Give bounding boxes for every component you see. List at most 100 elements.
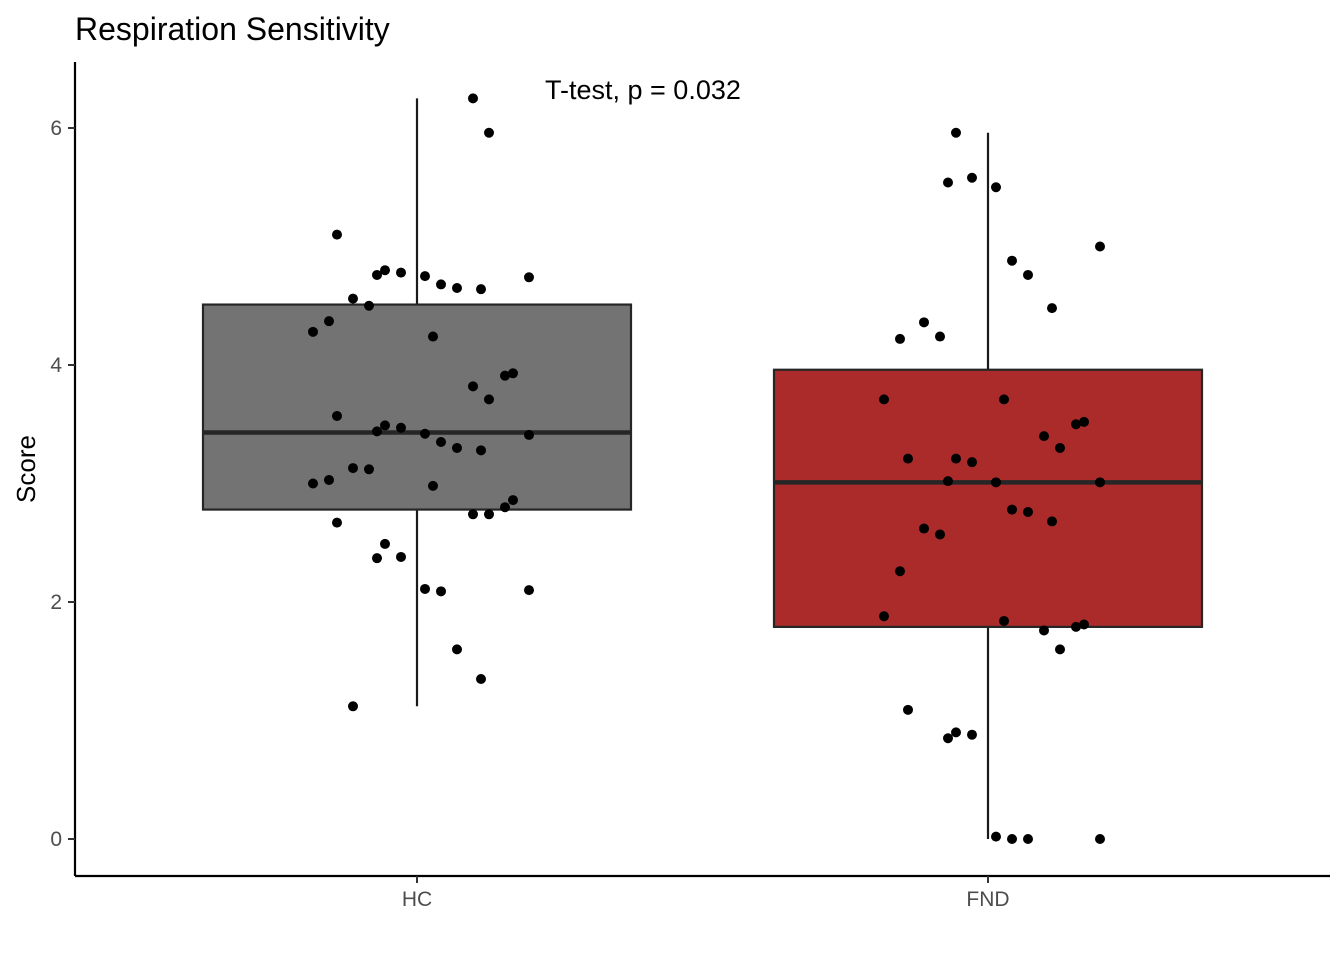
data-point-hc: [308, 326, 318, 337]
data-point-fnd: [943, 476, 953, 487]
data-point-hc: [396, 267, 406, 278]
data-point-hc: [468, 93, 478, 104]
data-point-hc: [468, 509, 478, 520]
data-point-hc: [396, 551, 406, 562]
data-point-hc: [428, 480, 438, 491]
data-point-hc: [324, 316, 334, 327]
data-point-hc: [524, 585, 534, 596]
data-point-fnd: [967, 729, 977, 740]
data-point-fnd: [991, 831, 1001, 842]
data-point-fnd: [919, 523, 929, 534]
data-point-fnd: [1023, 834, 1033, 844]
box-hc: [201, 303, 633, 511]
data-point-fnd: [951, 453, 961, 464]
data-point-hc: [508, 495, 518, 506]
data-point-hc: [420, 271, 430, 282]
data-point-hc: [332, 410, 342, 421]
data-point-fnd: [991, 477, 1001, 488]
data-point-fnd: [1071, 419, 1081, 430]
x-tick-label: HC: [402, 888, 432, 911]
data-point-fnd: [935, 331, 945, 342]
y-tick-label: 0: [50, 828, 62, 851]
data-point-fnd: [1095, 477, 1105, 488]
data-point-fnd: [1007, 255, 1017, 266]
data-point-fnd: [903, 453, 913, 464]
data-point-hc: [332, 229, 342, 240]
data-point-fnd: [1095, 241, 1105, 252]
data-point-fnd: [943, 177, 953, 188]
data-point-hc: [476, 674, 486, 685]
data-point-hc: [500, 370, 510, 381]
data-point-hc: [380, 420, 390, 431]
data-point-fnd: [895, 566, 905, 577]
data-point-hc: [436, 437, 446, 448]
data-point-hc: [452, 282, 462, 293]
data-point-hc: [348, 463, 358, 474]
data-point-fnd: [999, 615, 1009, 626]
data-point-fnd: [1023, 269, 1033, 280]
data-point-hc: [380, 538, 390, 549]
data-point-fnd: [879, 394, 889, 405]
data-point-fnd: [1047, 303, 1057, 314]
data-point-hc: [436, 586, 446, 597]
boxplot-fnd: [772, 127, 1204, 844]
boxplot-hc: [201, 93, 633, 712]
y-tick-label: 2: [50, 591, 62, 614]
data-point-fnd: [951, 727, 961, 738]
box-fnd: [772, 368, 1204, 628]
data-point-hc: [476, 445, 486, 456]
data-point-fnd: [1055, 644, 1065, 655]
data-point-hc: [452, 644, 462, 655]
y-tick-label: 4: [50, 354, 62, 377]
data-point-hc: [372, 553, 382, 564]
data-point-fnd: [879, 611, 889, 622]
x-tick-label: FND: [966, 888, 1009, 911]
data-point-fnd: [1023, 506, 1033, 517]
data-point-fnd: [903, 704, 913, 715]
data-point-hc: [436, 279, 446, 290]
plot-area: [201, 93, 1204, 844]
data-point-fnd: [999, 394, 1009, 405]
data-point-hc: [348, 701, 358, 712]
y-axis-label: Score: [11, 435, 41, 503]
data-point-fnd: [1007, 834, 1017, 844]
data-point-hc: [452, 442, 462, 453]
data-point-hc: [332, 517, 342, 528]
data-point-fnd: [967, 457, 977, 468]
data-point-hc: [348, 293, 358, 304]
data-point-hc: [524, 272, 534, 283]
data-point-hc: [372, 426, 382, 437]
data-point-fnd: [1079, 619, 1089, 630]
data-point-hc: [308, 478, 318, 489]
data-point-hc: [364, 300, 374, 311]
data-point-fnd: [1079, 416, 1089, 427]
data-point-fnd: [1095, 834, 1105, 844]
chart-title: Respiration Sensitivity: [75, 11, 390, 47]
data-point-fnd: [1039, 625, 1049, 636]
data-point-fnd: [967, 172, 977, 183]
data-point-fnd: [1039, 431, 1049, 442]
data-point-hc: [372, 269, 382, 280]
data-point-hc: [380, 265, 390, 276]
data-point-fnd: [951, 127, 961, 138]
data-point-hc: [500, 502, 510, 513]
data-point-fnd: [895, 333, 905, 344]
data-point-hc: [484, 509, 494, 520]
data-point-fnd: [1047, 516, 1057, 527]
axes: 0 2 4 6 HC FND: [50, 62, 1330, 911]
data-point-hc: [396, 422, 406, 433]
data-point-fnd: [943, 733, 953, 744]
t-test-annotation: T-test, p = 0.032: [545, 75, 741, 105]
data-point-fnd: [919, 317, 929, 328]
data-point-hc: [468, 381, 478, 392]
data-point-hc: [324, 474, 334, 485]
data-point-fnd: [1055, 442, 1065, 453]
data-point-hc: [428, 331, 438, 342]
data-point-hc: [420, 428, 430, 439]
data-point-fnd: [1071, 621, 1081, 632]
data-point-hc: [484, 394, 494, 405]
data-point-fnd: [1007, 504, 1017, 515]
data-point-hc: [364, 464, 374, 475]
data-point-fnd: [935, 529, 945, 540]
